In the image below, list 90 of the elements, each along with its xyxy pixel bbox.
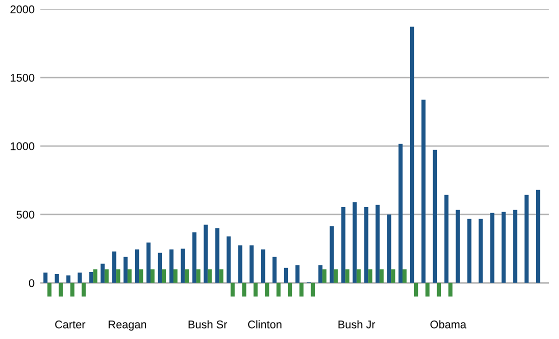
bar <box>432 150 438 283</box>
bar <box>444 194 448 283</box>
bar <box>436 282 442 297</box>
bar <box>402 269 407 283</box>
bar <box>146 242 151 283</box>
y-tick-label: 500 <box>16 210 34 219</box>
y-tick-label: 1000 <box>10 142 34 150</box>
bar <box>124 256 128 283</box>
bar <box>66 275 70 283</box>
bar <box>478 218 483 283</box>
bar <box>112 251 116 283</box>
bar <box>322 269 326 283</box>
bar <box>116 269 120 283</box>
bar <box>100 264 105 283</box>
bar <box>139 269 144 283</box>
bar <box>272 256 277 283</box>
bar <box>364 206 368 283</box>
bar <box>128 269 132 283</box>
bar <box>184 269 189 283</box>
bar <box>134 249 140 283</box>
bar <box>180 248 185 283</box>
bar <box>265 282 270 297</box>
x-tick-label: Clinton <box>248 320 282 328</box>
bar <box>89 272 94 283</box>
bar <box>43 272 48 283</box>
bar <box>380 269 384 283</box>
y-tick-label: 1500 <box>10 74 34 82</box>
bar <box>456 210 460 283</box>
x-tick-label: Reagan <box>108 320 146 331</box>
bar <box>78 272 82 283</box>
bar <box>284 268 288 283</box>
bar <box>215 228 220 283</box>
bar <box>398 144 403 283</box>
bar <box>219 269 224 283</box>
bar <box>368 269 372 283</box>
y-tick-label: 2000 <box>10 5 34 14</box>
bar <box>104 269 109 283</box>
bar <box>204 224 208 283</box>
bar <box>238 245 242 283</box>
bar <box>467 218 472 283</box>
y-tick-label: 0 <box>28 279 34 288</box>
bar <box>421 100 426 283</box>
bar <box>502 212 506 283</box>
bar <box>524 194 529 283</box>
bar <box>299 282 304 297</box>
bar <box>47 282 52 297</box>
bar <box>70 282 74 297</box>
bar <box>250 245 254 283</box>
bar <box>334 269 338 283</box>
bar <box>58 282 63 297</box>
bar <box>391 269 396 283</box>
bar <box>318 265 322 283</box>
bar <box>295 265 300 283</box>
bar <box>173 269 178 283</box>
bar <box>425 282 430 297</box>
bar <box>54 274 59 283</box>
bar <box>536 190 540 283</box>
bar <box>310 282 315 297</box>
bar <box>196 269 200 283</box>
bar <box>376 204 380 283</box>
x-tick-label: Bush Jr <box>338 320 376 328</box>
bar <box>410 26 414 283</box>
x-tick-label: Carter <box>55 320 86 328</box>
bar <box>513 210 518 283</box>
bar <box>82 282 86 297</box>
bar <box>276 282 281 297</box>
bar <box>261 249 266 283</box>
bar <box>341 206 346 283</box>
bar <box>162 269 166 283</box>
bar <box>330 226 334 283</box>
bar <box>352 202 357 283</box>
bar <box>414 282 418 297</box>
bar <box>288 282 292 297</box>
bar <box>192 232 196 283</box>
bar <box>230 282 235 297</box>
bar <box>242 282 246 297</box>
bar <box>150 269 155 283</box>
bar <box>226 236 231 283</box>
bar <box>345 269 350 283</box>
bar <box>254 282 258 297</box>
bar <box>158 252 162 283</box>
bar <box>448 282 452 297</box>
bar <box>208 269 212 283</box>
x-tick-label: Obama <box>430 320 466 328</box>
bar <box>93 269 98 283</box>
bar <box>169 249 174 283</box>
bar <box>356 269 361 283</box>
x-tick-label: Bush Sr <box>188 320 228 328</box>
bar <box>490 212 494 283</box>
bar <box>387 214 392 283</box>
